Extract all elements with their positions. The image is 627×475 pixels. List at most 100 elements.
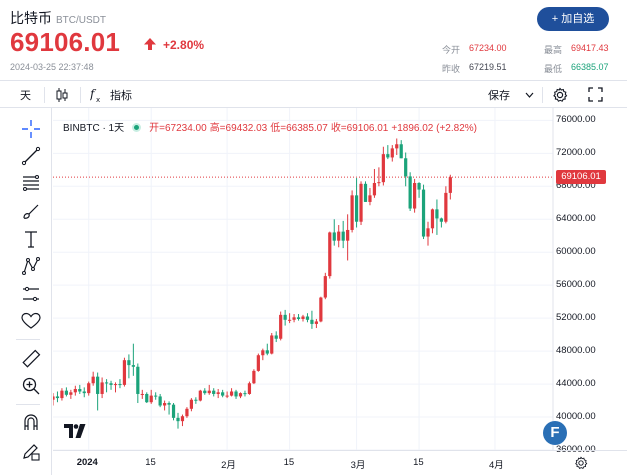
- candle[interactable]: [399, 140, 403, 159]
- candle[interactable]: [82, 387, 86, 398]
- candle[interactable]: [118, 379, 122, 389]
- save-button[interactable]: 保存: [488, 90, 510, 102]
- candle[interactable]: [395, 138, 399, 155]
- fib-icon[interactable]: [20, 172, 42, 194]
- text-icon[interactable]: [20, 228, 42, 250]
- candle[interactable]: [283, 309, 287, 326]
- candle[interactable]: [372, 168, 377, 198]
- candle[interactable]: [55, 391, 60, 403]
- candle[interactable]: [198, 389, 202, 402]
- candle[interactable]: [386, 145, 390, 160]
- candle[interactable]: [234, 389, 238, 399]
- candle[interactable]: [341, 220, 345, 249]
- candle[interactable]: [448, 174, 452, 200]
- candle[interactable]: [158, 393, 162, 408]
- candle[interactable]: [238, 392, 243, 399]
- candle[interactable]: [435, 199, 439, 235]
- chevron-down-icon[interactable]: [525, 92, 534, 98]
- candle[interactable]: [203, 388, 207, 395]
- candle[interactable]: [212, 388, 216, 397]
- candle[interactable]: [91, 371, 95, 386]
- candle[interactable]: [243, 390, 247, 397]
- candle[interactable]: [368, 187, 372, 206]
- candle[interactable]: [64, 387, 68, 397]
- candle[interactable]: [305, 313, 310, 323]
- candle[interactable]: [104, 379, 109, 393]
- candle-type-icon[interactable]: [55, 87, 69, 103]
- candle[interactable]: [408, 172, 412, 212]
- candle[interactable]: [221, 389, 225, 398]
- candle[interactable]: [314, 318, 318, 329]
- axis-settings-icon[interactable]: [574, 456, 588, 470]
- candle[interactable]: [73, 385, 77, 396]
- candle[interactable]: [332, 219, 336, 246]
- candle[interactable]: [180, 414, 185, 427]
- candle[interactable]: [252, 369, 256, 385]
- candle[interactable]: [247, 381, 252, 395]
- candle[interactable]: [149, 389, 153, 404]
- candle[interactable]: [167, 401, 171, 415]
- candle[interactable]: [270, 332, 274, 355]
- candle[interactable]: [136, 363, 140, 404]
- candle[interactable]: [189, 398, 193, 412]
- candle[interactable]: [87, 381, 91, 396]
- candle[interactable]: [310, 310, 314, 329]
- trend-line-icon[interactable]: [20, 145, 42, 167]
- candle[interactable]: [265, 343, 269, 356]
- candle[interactable]: [216, 389, 220, 399]
- candle[interactable]: [229, 388, 234, 397]
- pattern-icon[interactable]: [20, 255, 42, 277]
- candle[interactable]: [225, 391, 229, 399]
- ruler-icon[interactable]: [20, 348, 42, 370]
- candle[interactable]: [337, 225, 341, 248]
- candle[interactable]: [439, 217, 443, 228]
- indicators-button[interactable]: 指标: [110, 90, 132, 102]
- candle[interactable]: [122, 357, 127, 387]
- candle[interactable]: [377, 167, 381, 187]
- candle[interactable]: [274, 331, 278, 343]
- candle[interactable]: [350, 190, 354, 233]
- candle[interactable]: [390, 145, 394, 162]
- magnet-icon[interactable]: [20, 412, 42, 434]
- f-badge-icon[interactable]: F: [543, 421, 567, 445]
- candle[interactable]: [301, 314, 305, 322]
- zoom-in-icon[interactable]: [20, 375, 42, 397]
- candle[interactable]: [404, 152, 408, 187]
- crosshair-icon[interactable]: [20, 118, 42, 140]
- candle[interactable]: [296, 314, 301, 321]
- fx-icon[interactable]: f x: [90, 86, 104, 104]
- heart-icon[interactable]: [20, 310, 42, 332]
- candle[interactable]: [207, 384, 211, 395]
- candle[interactable]: [323, 272, 327, 300]
- candle[interactable]: [194, 397, 198, 404]
- candle[interactable]: [176, 412, 180, 429]
- price-chart[interactable]: BINBTC · 1天 开=67234.00 高=69432.03 低=66385.0…: [53, 108, 627, 475]
- candle[interactable]: [145, 392, 149, 404]
- candle[interactable]: [131, 343, 135, 376]
- candle[interactable]: [319, 296, 323, 323]
- gear-icon[interactable]: [552, 87, 568, 103]
- candle[interactable]: [444, 186, 448, 224]
- lock-pencil-icon[interactable]: [20, 440, 42, 462]
- candle[interactable]: [363, 181, 368, 202]
- candle[interactable]: [60, 388, 64, 401]
- candle[interactable]: [163, 400, 167, 411]
- candle[interactable]: [421, 184, 426, 240]
- candlestick-plot[interactable]: [53, 108, 627, 450]
- candle[interactable]: [185, 407, 189, 418]
- fullscreen-icon[interactable]: [588, 87, 603, 102]
- candle[interactable]: [127, 354, 131, 379]
- candle[interactable]: [100, 377, 104, 399]
- candle[interactable]: [96, 372, 100, 411]
- candle[interactable]: [113, 382, 118, 393]
- candle[interactable]: [430, 208, 435, 234]
- candle[interactable]: [346, 214, 350, 261]
- candle[interactable]: [69, 389, 73, 399]
- candle[interactable]: [292, 314, 296, 323]
- projection-icon[interactable]: [20, 283, 42, 305]
- candle[interactable]: [288, 313, 292, 324]
- candle[interactable]: [53, 393, 55, 406]
- candle[interactable]: [359, 181, 363, 226]
- time-axis[interactable]: 2024 15 2月 15 3月 15 4月: [53, 450, 627, 475]
- candle[interactable]: [417, 182, 421, 198]
